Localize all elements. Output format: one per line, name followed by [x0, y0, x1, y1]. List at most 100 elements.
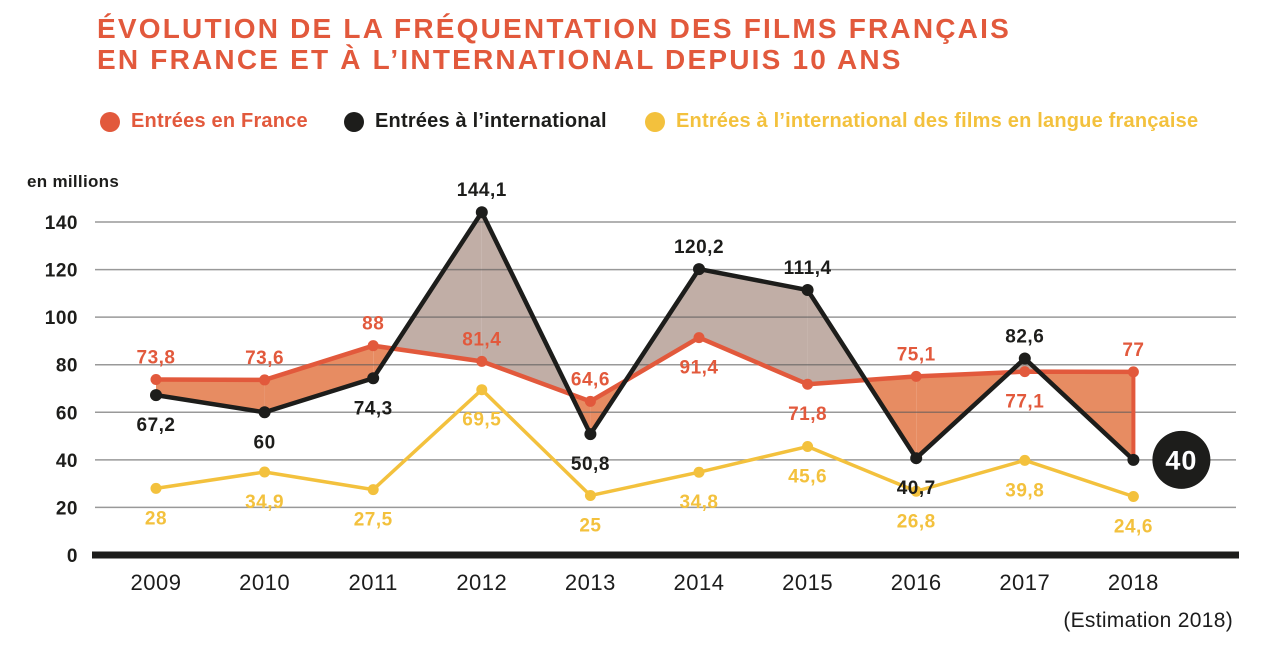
- x-axis-year-label: 2010: [239, 570, 290, 595]
- data-point: [910, 485, 922, 497]
- data-point: [476, 355, 488, 367]
- data-value-label: 34,8: [680, 492, 719, 513]
- x-axis-year-label: 2016: [891, 570, 942, 595]
- data-value-label: 120,2: [674, 237, 724, 258]
- legend-item-entrees-international-langue-francaise: Entrées à l’international des films en l…: [645, 110, 1198, 133]
- data-value-label: 39,8: [1005, 480, 1044, 501]
- estimation-note: (Estimation 2018): [1063, 609, 1233, 632]
- fill-between-area: [264, 345, 374, 413]
- y-tick-label: 40: [56, 451, 78, 472]
- data-point: [802, 378, 814, 390]
- data-value-label: 81,4: [462, 329, 501, 350]
- legend-dot-black-icon: [344, 111, 364, 132]
- data-value-label: 73,8: [137, 347, 176, 368]
- data-value-label: 64,6: [571, 369, 610, 390]
- series-line-2: [154, 387, 1136, 499]
- x-axis-year-label: 2015: [782, 570, 833, 595]
- x-axis-year-label: 2012: [456, 570, 507, 595]
- x-axis-year-label: 2011: [349, 570, 398, 595]
- legend-item-entrees-france: Entrées en France: [100, 110, 308, 133]
- data-value-label: 88: [362, 314, 384, 335]
- data-point: [475, 206, 488, 219]
- data-value-label: 73,6: [245, 348, 284, 369]
- data-value-label: 27,5: [354, 510, 393, 531]
- data-point: [693, 332, 705, 344]
- data-point: [1127, 453, 1140, 466]
- data-value-label: 77: [1122, 340, 1144, 361]
- data-value-label: 45,6: [788, 467, 827, 488]
- data-point: [1018, 352, 1031, 365]
- data-value-label: 82,6: [1005, 327, 1044, 348]
- y-tick-label: 60: [56, 403, 78, 424]
- data-value-label: 34,9: [245, 492, 284, 513]
- data-point: [259, 466, 271, 478]
- y-tick-label: 120: [45, 261, 78, 282]
- legend-dot-orange-icon: [100, 111, 120, 132]
- data-point: [367, 484, 379, 496]
- legend-label: Entrées en France: [131, 110, 308, 132]
- data-value-label: 28: [145, 508, 167, 529]
- data-point: [258, 406, 271, 419]
- data-point: [367, 372, 380, 385]
- legend-label: Entrées à l’international des films en l…: [676, 110, 1199, 132]
- x-axis-year-label: 2017: [999, 570, 1050, 595]
- data-value-label: 50,8: [571, 454, 610, 475]
- data-value-label: 69,5: [462, 410, 501, 431]
- y-tick-label: 20: [56, 498, 78, 519]
- data-value-label: 74,3: [354, 398, 393, 419]
- data-value-label: 25: [579, 516, 601, 537]
- badge-value-label: 40: [1165, 445, 1197, 475]
- legend-dot-yellow-icon: [645, 111, 665, 132]
- data-value-label: 40,7: [897, 478, 936, 499]
- data-point: [1019, 366, 1031, 378]
- series-line-1: [153, 209, 1136, 463]
- y-tick-label: 0: [67, 546, 78, 567]
- estimation-badge: [1152, 430, 1211, 489]
- y-tick-label: 80: [56, 356, 78, 377]
- data-point: [584, 395, 596, 407]
- data-value-label: 91,4: [680, 358, 719, 379]
- x-axis-year-label: 2018: [1108, 570, 1159, 595]
- data-point: [1127, 366, 1139, 378]
- data-value-label: 77,1: [1005, 392, 1044, 413]
- data-point: [150, 373, 162, 385]
- series-line-0: [153, 335, 1136, 404]
- x-axis-year-label: 2009: [131, 570, 182, 595]
- fill-between-area: [699, 269, 808, 385]
- data-point: [693, 466, 705, 478]
- data-point: [693, 263, 705, 276]
- data-point: [584, 428, 597, 441]
- x-axis-year-label: 2013: [565, 570, 616, 595]
- y-tick-label: 140: [45, 213, 78, 234]
- legend-item-entrees-international: Entrées à l’international: [344, 110, 607, 133]
- page-title-line2: EN FRANCE ET À L’INTERNATIONAL DEPUIS 10…: [97, 44, 903, 75]
- data-point: [476, 384, 488, 396]
- data-value-label: 24,6: [1114, 516, 1153, 537]
- y-tick-label: 100: [45, 308, 78, 329]
- legend-label: Entrées à l’international: [375, 110, 607, 132]
- data-point: [910, 452, 923, 465]
- y-axis-unit-label: en millions: [27, 172, 120, 191]
- data-value-label: 144,1: [457, 180, 507, 201]
- page-title-line1: ÉVOLUTION DE LA FRÉQUENTATION DES FILMS …: [97, 13, 1011, 44]
- data-value-label: 60: [254, 432, 276, 453]
- data-point: [150, 389, 162, 402]
- data-value-label: 71,8: [788, 404, 827, 425]
- x-axis-year-label: 2014: [674, 570, 725, 595]
- data-point: [367, 340, 379, 352]
- data-point: [802, 441, 814, 453]
- data-point: [150, 482, 162, 494]
- data-point: [1127, 490, 1139, 502]
- page-title: ÉVOLUTION DE LA FRÉQUENTATION DES FILMS …: [97, 13, 1011, 75]
- data-point: [259, 374, 271, 386]
- data-value-label: 75,1: [897, 344, 936, 365]
- data-point: [1019, 454, 1031, 466]
- data-point: [584, 490, 596, 502]
- data-value-label: 111,4: [784, 258, 832, 279]
- data-value-label: 67,2: [137, 415, 176, 436]
- data-point: [801, 284, 814, 297]
- fill-between-area: [156, 379, 265, 413]
- data-point: [910, 370, 922, 382]
